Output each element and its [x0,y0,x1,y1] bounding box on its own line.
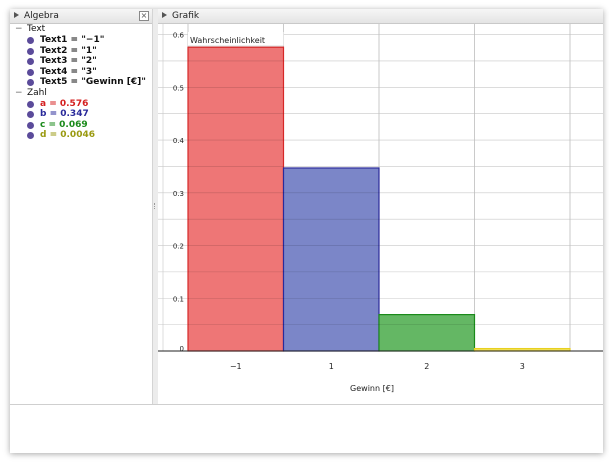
tree-group-label: Zahl [27,87,47,98]
algebra-object[interactable]: d = 0.0046 [10,130,152,141]
algebra-object[interactable]: Text1 = "−1" [10,35,152,46]
algebra-object[interactable]: Text3 = "2" [10,56,152,67]
collapse-triangle-icon[interactable] [162,12,167,18]
algebra-object[interactable]: Text5 = "Gewinn [€]" [10,77,152,88]
bar [187,46,285,352]
algebra-object-label: Text3 = "2" [40,56,97,66]
algebra-tree: − Text Text1 = "−1" Text2 = "1" Text3 = "2" T… [10,24,152,141]
algebra-object[interactable]: a = 0.576 [10,99,152,110]
visibility-dot-icon[interactable] [27,111,34,118]
y-tick-label: 0.4 [173,137,185,145]
y-axis-label: Wahrscheinlichkeit [190,36,265,45]
visibility-dot-icon[interactable] [27,121,34,129]
graphics-view[interactable]: 0 0.1 0.2 0.3 0.4 0.5 0.6 −1 1 2 3 Gewinn [€] Wahrsc… [158,24,603,404]
algebra-object[interactable]: Text2 = "1" [10,46,152,57]
algebra-object[interactable]: c = 0.069 [10,120,152,131]
algebra-object-label: c = 0.069 [40,119,88,130]
visibility-dot-icon[interactable] [27,37,34,44]
y-tick-label: 0 [180,345,184,353]
tree-group[interactable]: − Zahl [10,88,152,99]
algebra-object[interactable]: b = 0.347 [10,109,152,120]
collapse-minus-icon[interactable]: − [15,24,23,34]
collapse-triangle-icon[interactable] [14,12,19,18]
bar [282,167,380,352]
algebra-object-label: d = 0.0046 [40,130,95,140]
visibility-dot-icon[interactable] [27,132,34,139]
close-icon[interactable]: × [139,11,149,21]
visibility-dot-icon[interactable] [27,68,34,76]
algebra-header[interactable]: Algebra × [10,9,152,24]
y-tick-label: 0.2 [173,243,184,251]
algebra-view: − Text Text1 = "−1" Text2 = "1" Text3 = "2" T… [10,24,152,404]
visibility-dot-icon[interactable] [27,47,34,55]
x-tick-label: −1 [230,362,242,371]
visibility-dot-icon[interactable] [27,79,34,86]
algebra-object-label: a = 0.576 [40,98,89,109]
algebra-object-label: b = 0.347 [40,109,89,119]
algebra-object-label: Text4 = "3" [40,66,97,77]
app-window: Algebra × − Text Text1 = "−1" Text2 = "1" Te… [10,9,603,453]
y-tick-label: 0.5 [173,84,184,92]
y-axis-label-box [188,32,284,46]
y-tick-label: 0.6 [173,32,185,40]
input-bar[interactable] [10,404,603,453]
grafik-title: Grafik [172,11,200,21]
collapse-minus-icon[interactable]: − [15,87,23,98]
grafik-header[interactable]: Grafik [158,9,603,24]
divider-grip-icon[interactable] [154,203,157,209]
visibility-dot-icon[interactable] [27,100,34,108]
visibility-dot-icon[interactable] [27,58,34,65]
x-tick-label: 2 [424,362,429,371]
y-tick-label: 0.1 [173,295,184,303]
algebra-object-label: Text1 = "−1" [40,35,105,45]
x-axis-label: Gewinn [€] [350,384,394,393]
bar-chart[interactable]: 0 0.1 0.2 0.3 0.4 0.5 0.6 −1 1 2 3 Gewinn [€] Wahrsc… [158,24,603,404]
x-tick-label: 3 [520,362,525,371]
tree-group[interactable]: − Text [10,24,152,35]
algebra-object[interactable]: Text4 = "3" [10,67,152,78]
bar [378,314,476,352]
algebra-object-label: Text2 = "1" [40,45,97,56]
algebra-title: Algebra [24,11,59,21]
algebra-object-label: Text5 = "Gewinn [€]" [40,77,146,87]
tree-group-label: Text [27,24,46,34]
y-tick-label: 0.3 [173,190,184,198]
x-tick-label: 1 [329,362,334,371]
